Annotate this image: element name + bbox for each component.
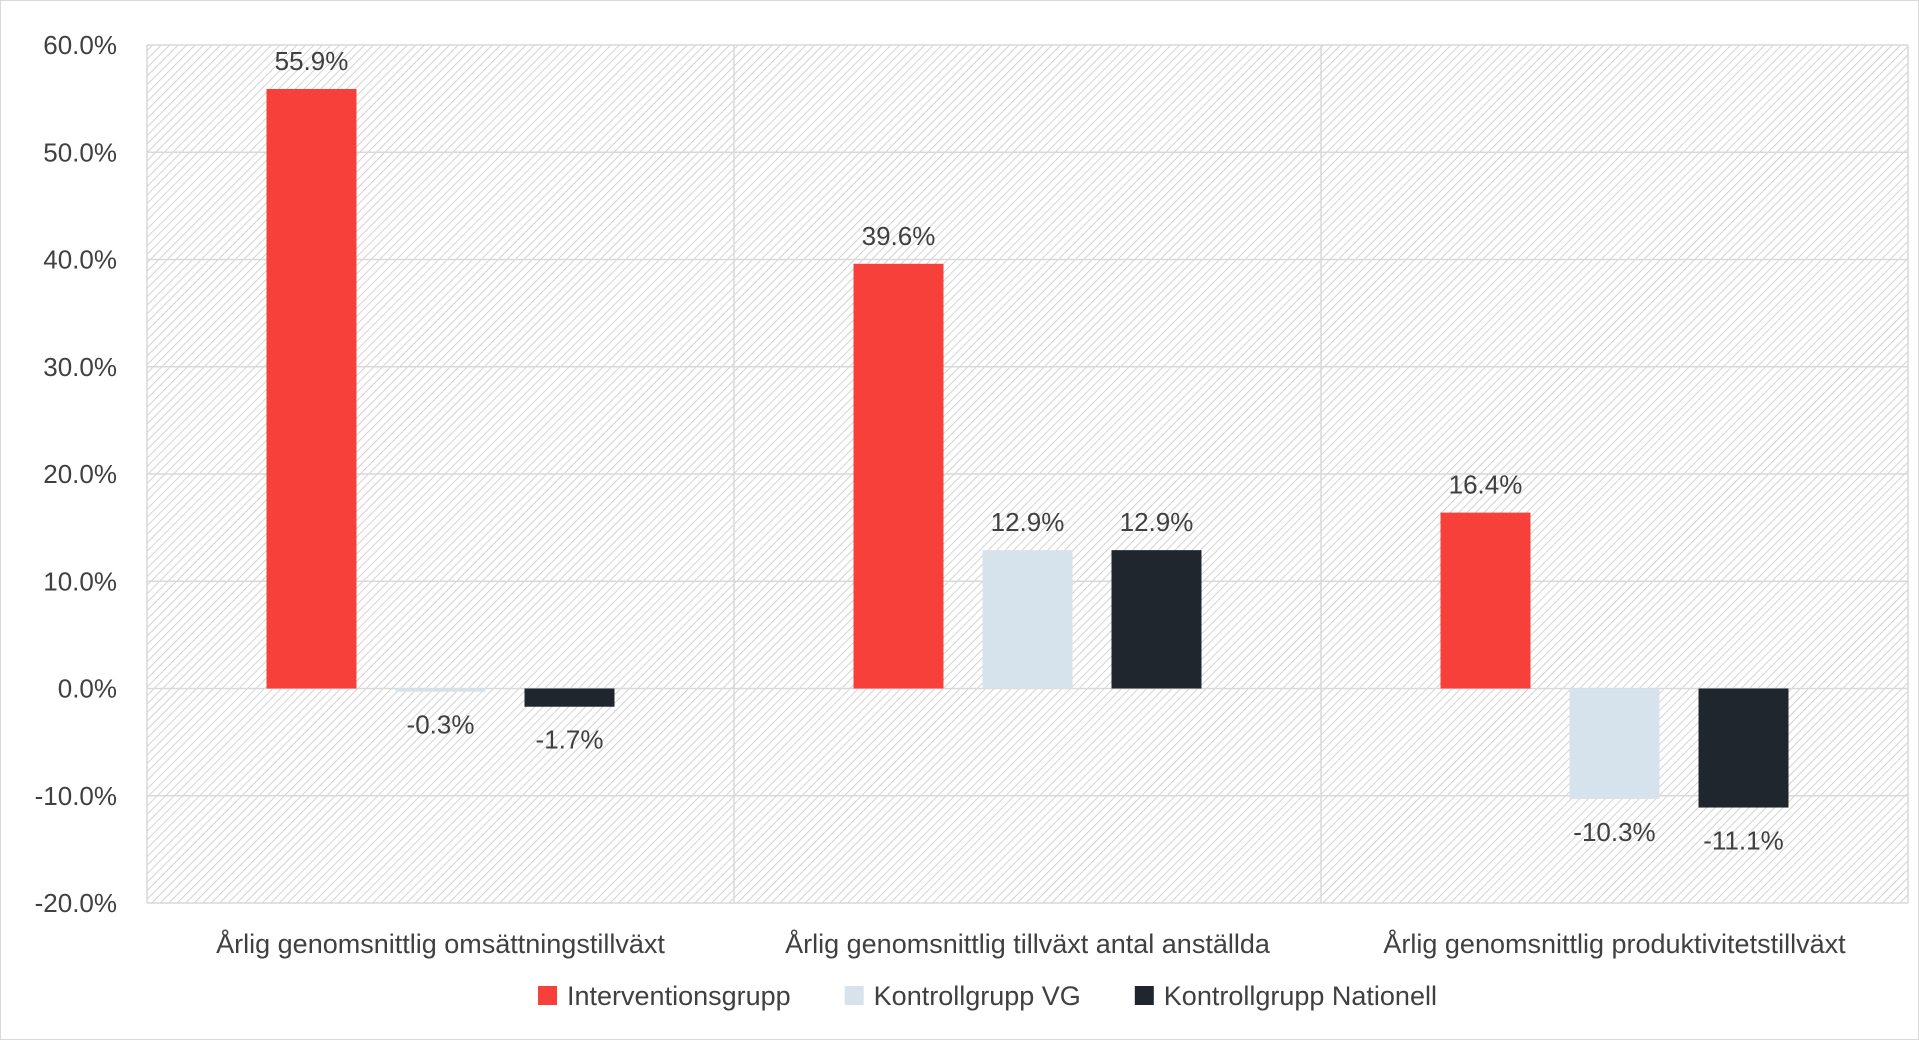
data-label: 12.9% (991, 507, 1065, 537)
y-tick-label: 10.0% (43, 566, 117, 596)
data-label: -11.1% (1703, 826, 1783, 856)
data-label: 55.9% (275, 46, 349, 76)
bar (1569, 688, 1660, 799)
bar (1111, 550, 1202, 689)
legend-label: Kontrollgrupp Nationell (1164, 981, 1437, 1011)
bar (1698, 688, 1789, 808)
legend-label: Kontrollgrupp VG (874, 981, 1081, 1011)
data-label: -0.3% (407, 710, 475, 740)
data-label: -1.7% (536, 725, 604, 755)
y-tick-label: 60.0% (43, 30, 117, 60)
y-axis-ticks: -20.0% -10.0% 0.0% 10.0% 20.0% 30.0% 40.0% 50.0… (35, 30, 117, 918)
category-label: Årlig genomsnittlig tillväxt antal anstä… (785, 928, 1271, 959)
legend-label: Interventionsgrupp (567, 981, 791, 1011)
bars (266, 88, 1789, 808)
legend-swatch (1134, 986, 1154, 1005)
y-tick-label: -20.0% (35, 888, 117, 918)
bar (853, 263, 944, 689)
data-label: 16.4% (1449, 470, 1523, 500)
bar (395, 688, 486, 692)
legend-swatch (538, 986, 558, 1005)
data-label: 39.6% (862, 221, 936, 251)
legend: Interventionsgrupp Kontrollgrupp VG Kontro… (538, 981, 1437, 1011)
bar (266, 88, 357, 689)
legend-swatch (844, 986, 864, 1005)
y-tick-label: 50.0% (43, 137, 117, 167)
y-tick-label: 0.0% (58, 674, 117, 704)
category-label: Årlig genomsnittlig produktivitetstillvä… (1383, 928, 1846, 959)
data-label: 12.9% (1120, 507, 1194, 537)
category-label: Årlig genomsnittlig omsättningstillväxt (216, 928, 665, 959)
bar (1440, 512, 1531, 689)
y-tick-label: 30.0% (43, 352, 117, 382)
bar (982, 550, 1073, 689)
y-tick-label: -10.0% (35, 781, 117, 811)
data-label: -10.3% (1573, 817, 1655, 847)
data-labels: 55.9% 39.6% 16.4% -0.3% 12.9% -10.3% -1.7% 12.9… (275, 46, 1784, 856)
category-labels: Årlig genomsnittlig omsättningstillväxt Å… (216, 928, 1846, 959)
y-tick-label: 20.0% (43, 459, 117, 489)
bar (524, 688, 615, 707)
y-tick-label: 40.0% (43, 245, 117, 275)
